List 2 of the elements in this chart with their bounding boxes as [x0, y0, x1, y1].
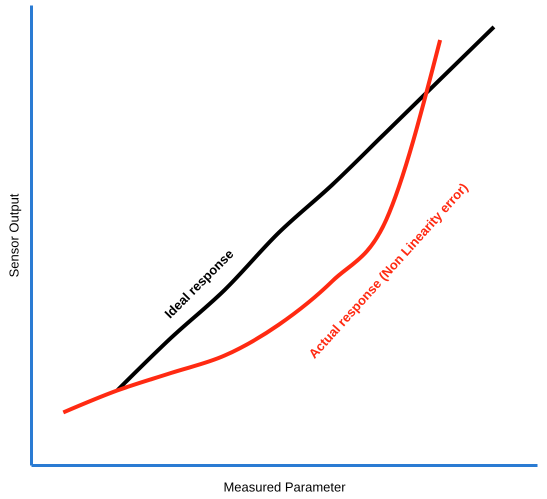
x-axis-title: Measured Parameter [223, 480, 346, 494]
y-axis-title: Sensor Output [6, 193, 22, 278]
